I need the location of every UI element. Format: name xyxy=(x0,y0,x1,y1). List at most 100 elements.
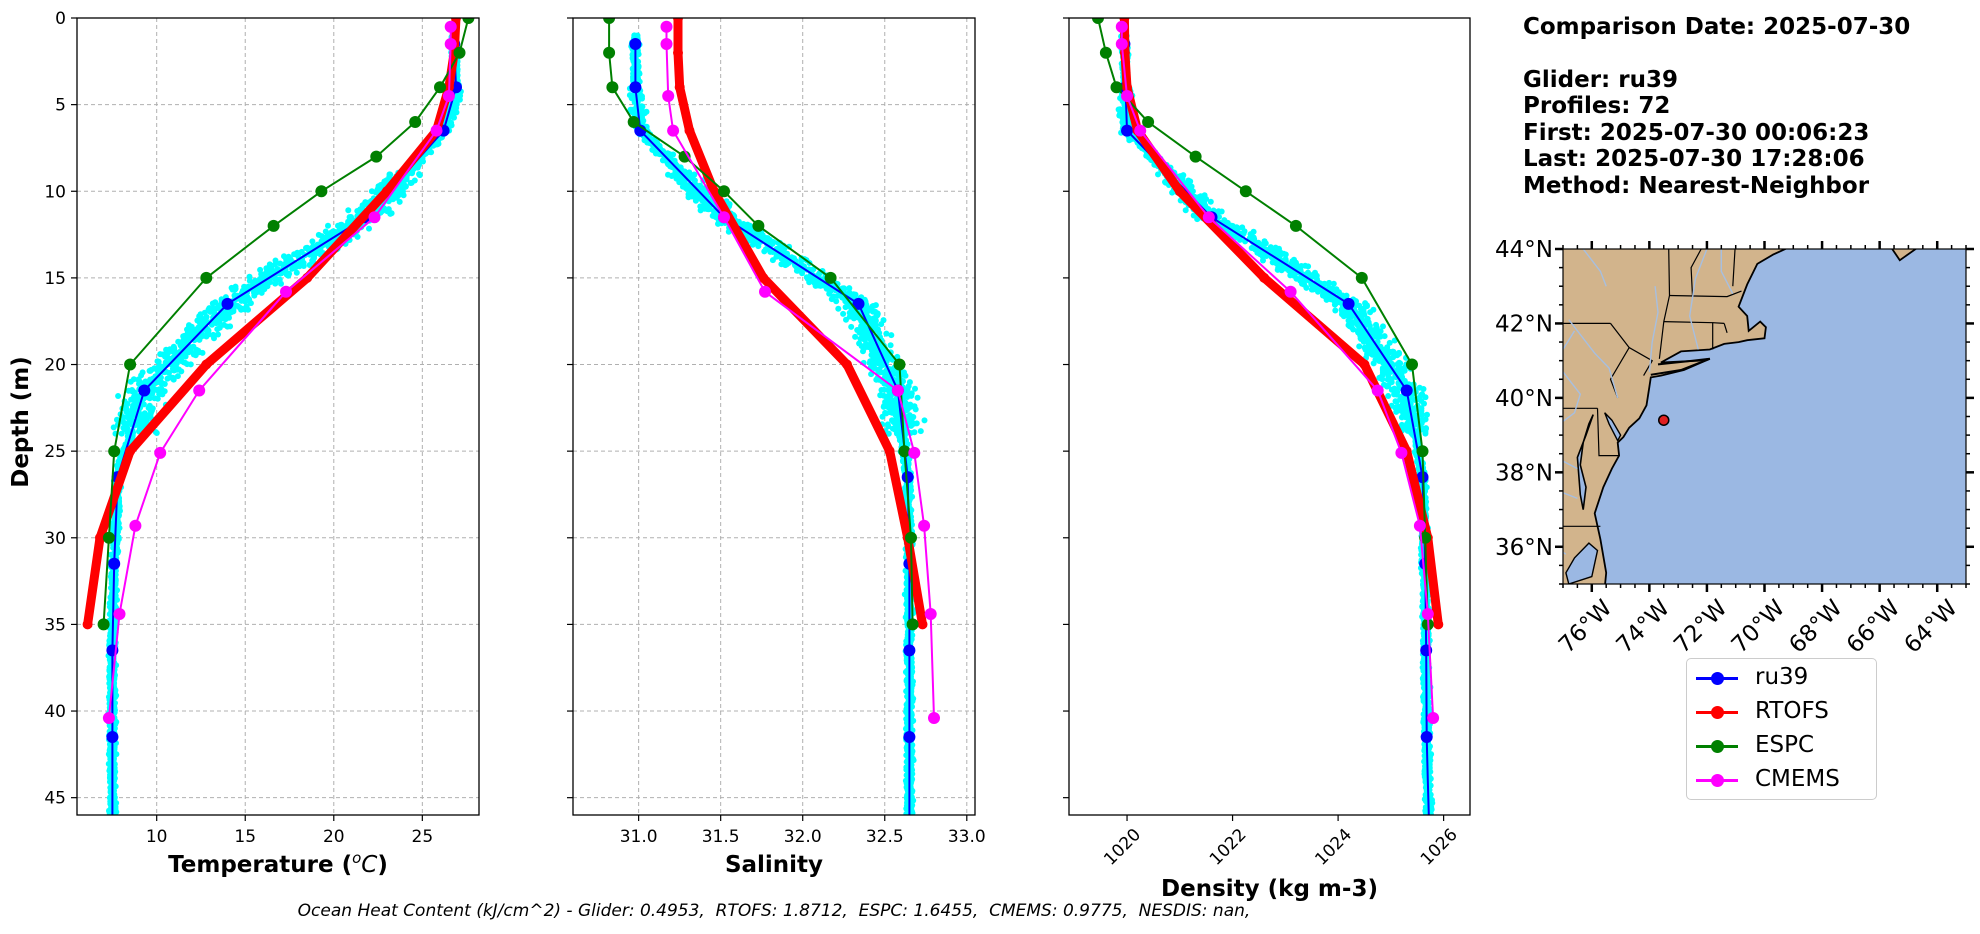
glider-scatter-point xyxy=(107,821,113,827)
cmems-point xyxy=(129,519,142,532)
glider-scatter-point xyxy=(846,309,853,316)
glider-scatter-point xyxy=(843,316,849,323)
glider-scatter-point xyxy=(164,354,171,361)
espc-point xyxy=(124,358,137,371)
glider-scatter-point xyxy=(112,825,118,831)
glider-scatter-point xyxy=(321,234,328,241)
glider-scatter-point xyxy=(906,379,913,386)
glider-scatter-point xyxy=(867,358,874,365)
cmems-point xyxy=(102,712,115,724)
glider-scatter-point xyxy=(908,821,914,827)
x-tick-label: 20 xyxy=(323,827,345,847)
glider-scatter-point xyxy=(111,821,117,827)
glider-scatter-point xyxy=(366,225,372,232)
glider-scatter-point xyxy=(129,387,135,393)
glider-scatter-point xyxy=(293,269,300,276)
glider-scatter-point xyxy=(852,291,859,298)
glider-scatter-point xyxy=(108,824,114,830)
cmems-point xyxy=(444,38,457,50)
glider-scatter-point xyxy=(272,280,279,287)
glider-scatter-point xyxy=(905,829,911,835)
glider-scatter-point xyxy=(157,351,164,358)
plot-area xyxy=(603,18,940,835)
glider-scatter-point xyxy=(228,284,235,291)
glider-scatter-point xyxy=(169,346,176,353)
glider-scatter-point xyxy=(209,300,216,307)
glider-scatter-point xyxy=(905,823,911,829)
glider-scatter-point xyxy=(243,303,250,310)
glider-scatter-point xyxy=(260,284,267,291)
glider-scatter-point xyxy=(909,814,912,815)
glider-scatter-point xyxy=(106,767,113,774)
glider-scatter-point xyxy=(906,826,912,832)
glider-scatter-point xyxy=(848,323,855,330)
y-tick-label: 5 xyxy=(55,96,66,116)
glider-scatter-point xyxy=(194,317,201,324)
glider-scatter-point xyxy=(381,178,388,185)
glider-scatter-point xyxy=(905,820,911,826)
y-tick-label: 15 xyxy=(44,269,66,289)
glider-scatter-point xyxy=(888,332,895,339)
glider-scatter-point xyxy=(115,393,122,399)
glider-scatter-point xyxy=(138,418,145,425)
glider-scatter-point xyxy=(374,186,381,193)
glider-scatter-point xyxy=(277,260,284,267)
glider-scatter-point xyxy=(148,366,155,373)
glider-scatter-point xyxy=(216,319,223,326)
glider-scatter-point xyxy=(187,361,194,368)
axes-frame xyxy=(76,17,480,816)
glider-scatter-point xyxy=(904,822,910,828)
y-tick-label: 30 xyxy=(44,529,66,549)
glider-scatter-point xyxy=(685,194,692,201)
cmems-point xyxy=(430,124,443,137)
glider-scatter-point xyxy=(182,359,188,366)
glider-scatter-point xyxy=(217,313,224,320)
glider-scatter-point xyxy=(386,171,393,178)
espc-point xyxy=(434,81,446,94)
glider-scatter-point xyxy=(107,827,113,833)
glider-scatter-point xyxy=(177,355,184,362)
glider-scatter-point xyxy=(878,387,885,393)
glider-scatter-point xyxy=(759,232,766,239)
glider-scatter-point xyxy=(285,272,292,279)
glider-scatter-point xyxy=(158,381,165,388)
glider-scatter-point xyxy=(791,255,797,262)
espc-point xyxy=(462,18,475,24)
glider-scatter-point xyxy=(110,825,116,831)
glider-scatter-point xyxy=(111,816,117,822)
y-tick-label: 40 xyxy=(44,702,66,722)
espc-point xyxy=(267,219,280,232)
glider-scatter-point xyxy=(745,234,752,241)
glider-scatter-point xyxy=(909,826,915,832)
glider-scatter-point xyxy=(241,283,248,290)
glider-scatter-point xyxy=(909,818,915,824)
glider-scatter-point xyxy=(107,551,114,558)
glider-scatter-point xyxy=(878,321,885,328)
glider-scatter-point xyxy=(904,386,911,393)
glider-scatter-point xyxy=(909,821,915,827)
glider-scatter-point xyxy=(908,829,914,835)
glider-scatter-point xyxy=(908,829,914,835)
glider-scatter-point xyxy=(210,331,217,338)
ru39-point xyxy=(221,297,234,310)
glider-scatter-point xyxy=(111,821,117,827)
glider-scatter-point xyxy=(111,829,117,835)
glider-scatter-point xyxy=(908,828,914,834)
glider-scatter-point xyxy=(215,331,221,338)
x-tick-label: 10 xyxy=(146,827,168,847)
glider-scatter-point xyxy=(904,821,910,827)
glider-scatter-point xyxy=(111,817,117,823)
y-tick-label: 35 xyxy=(44,615,66,635)
glider-scatter-point xyxy=(124,425,131,432)
glider-scatter-point xyxy=(170,376,177,383)
glider-scatter-point xyxy=(246,296,253,303)
glider-scatter-point xyxy=(294,249,301,256)
glider-scatter-point xyxy=(174,365,180,372)
glider-scatter-point xyxy=(345,207,352,214)
glider-scatter-point xyxy=(908,818,914,824)
rtofs-point xyxy=(125,446,136,457)
glider-scatter-point xyxy=(907,828,913,834)
